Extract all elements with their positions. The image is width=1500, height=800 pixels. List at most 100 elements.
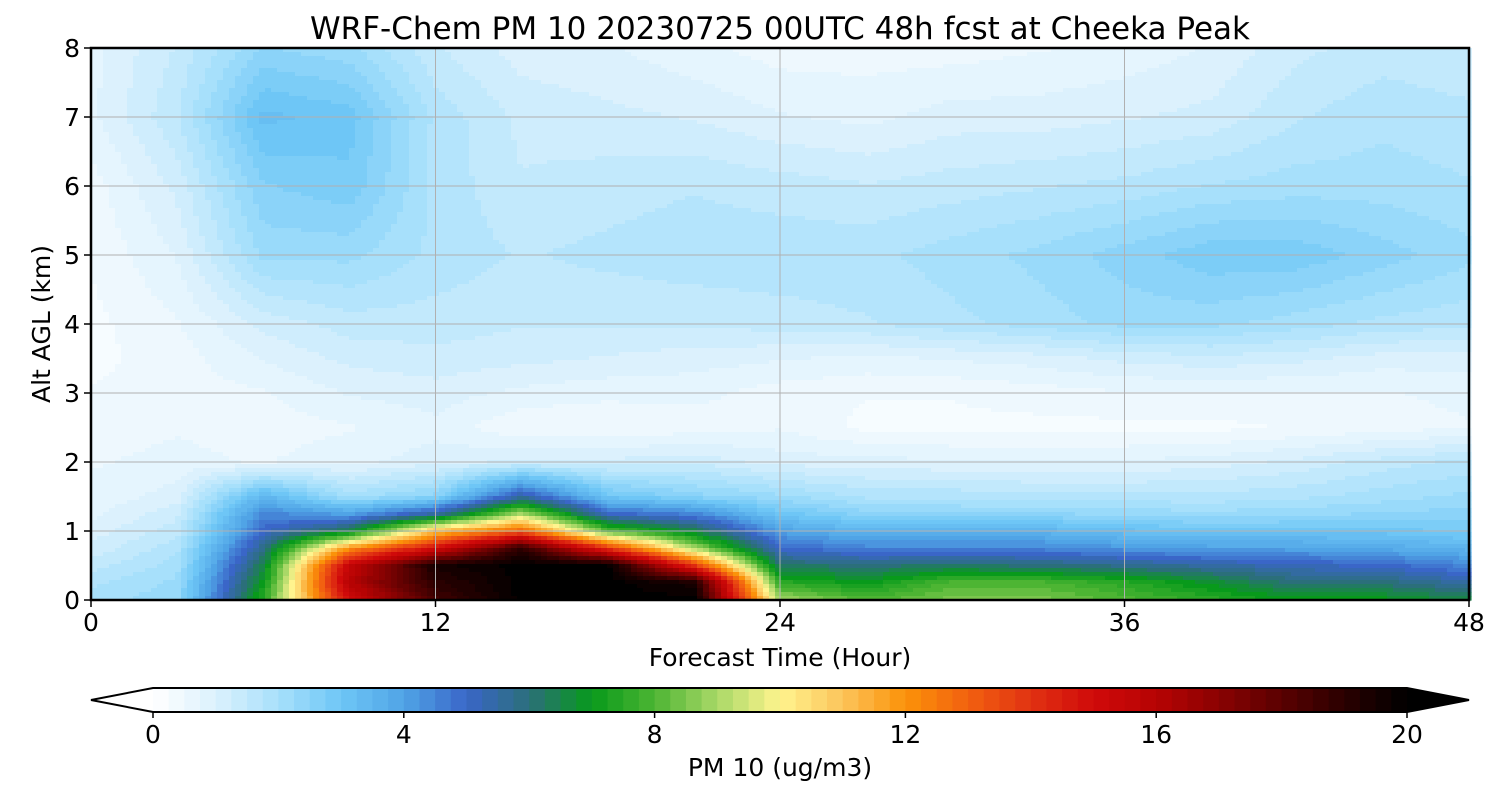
colorbar-swatch: [576, 688, 592, 712]
colorbar-swatch: [1031, 688, 1047, 712]
colorbar-tick-label: 4: [396, 720, 412, 749]
colorbar-extend-low: [91, 688, 153, 712]
y-tick-label: 7: [64, 103, 80, 132]
colorbar-swatch: [717, 688, 733, 712]
colorbar-swatch: [357, 688, 373, 712]
colorbar-swatch: [1376, 688, 1392, 712]
colorbar-swatch: [952, 688, 968, 712]
colorbar-swatch: [419, 688, 435, 712]
y-axis-ticks: 0 1 2 3 4 5 6 7 8: [64, 34, 91, 615]
colorbar-swatch: [435, 688, 451, 712]
colorbar-swatch: [890, 688, 906, 712]
y-tick-label: 6: [64, 172, 80, 201]
colorbar-swatch: [843, 688, 859, 712]
colorbar-swatch: [1297, 688, 1313, 712]
colorbar-tick-label: 20: [1391, 720, 1423, 749]
colorbar-swatch: [733, 688, 749, 712]
colorbar-swatch: [1203, 688, 1219, 712]
y-tick-label: 8: [64, 34, 80, 63]
colorbar-swatch: [467, 688, 483, 712]
colorbar-swatch: [1219, 688, 1235, 712]
colorbar: [91, 688, 1469, 712]
colorbar-swatch: [623, 688, 639, 712]
colorbar-swatch: [1235, 688, 1251, 712]
colorbar-swatch: [278, 688, 294, 712]
colorbar-swatch: [451, 688, 467, 712]
y-tick-label: 0: [64, 586, 80, 615]
y-tick-label: 1: [64, 517, 80, 546]
colorbar-swatch: [639, 688, 655, 712]
colorbar-swatch: [1250, 688, 1266, 712]
colorbar-swatch: [984, 688, 1000, 712]
colorbar-swatch: [216, 688, 232, 712]
colorbar-label: PM 10 (ug/m3): [688, 753, 872, 782]
colorbar-swatch: [153, 688, 169, 712]
colorbar-swatch: [1344, 688, 1360, 712]
pm10-figure: 0 12 24 36 48 012345678 WRF-Chem PM 10 20230…: [0, 0, 1500, 800]
colorbar-swatch: [388, 688, 404, 712]
x-tick-label: 36: [1109, 608, 1141, 637]
colorbar-swatch: [937, 688, 953, 712]
x-axis-ticks: 0 12 24 36 48: [83, 600, 1485, 637]
colorbar-swatch: [702, 688, 718, 712]
colorbar-extend-high: [1407, 688, 1469, 712]
chart-title: WRF-Chem PM 10 20230725 00UTC 48h fcst a…: [310, 11, 1250, 47]
colorbar-swatch: [200, 688, 216, 712]
colorbar-swatch: [404, 688, 420, 712]
x-tick-label: 24: [764, 608, 796, 637]
colorbar-tick-label: 0: [145, 720, 161, 749]
colorbar-swatch: [231, 688, 247, 712]
colorbar-swatch: [310, 688, 326, 712]
colorbar-swatch: [921, 688, 937, 712]
y-tick-label: 5: [64, 241, 80, 270]
y-tick-label: 3: [64, 379, 80, 408]
colorbar-swatch: [670, 688, 686, 712]
colorbar-swatch: [1156, 688, 1172, 712]
colorbar-swatch: [1046, 688, 1062, 712]
colorbar-swatch: [247, 688, 263, 712]
colorbar-ticks: 0 4 8 12 16 20: [145, 712, 1423, 749]
x-tick-label: 0: [83, 608, 99, 637]
colorbar-swatch: [780, 688, 796, 712]
y-tick-label: 4: [64, 310, 80, 339]
colorbar-swatch: [498, 688, 514, 712]
colorbar-swatch: [686, 688, 702, 712]
colorbar-tick-label: 8: [647, 720, 663, 749]
colorbar-swatch: [1172, 688, 1188, 712]
x-tick-label: 48: [1453, 608, 1485, 637]
colorbar-swatch: [1062, 688, 1078, 712]
colorbar-swatch: [325, 688, 341, 712]
x-axis-label: Forecast Time (Hour): [649, 643, 912, 672]
colorbar-swatch: [796, 688, 812, 712]
colorbar-swatch: [482, 688, 498, 712]
colorbar-swatch: [341, 688, 357, 712]
colorbar-swatch: [1188, 688, 1204, 712]
colorbar-swatch: [372, 688, 388, 712]
colorbar-swatch: [592, 688, 608, 712]
colorbar-swatch: [1078, 688, 1094, 712]
colorbar-swatch: [1141, 688, 1157, 712]
colorbar-swatch: [858, 688, 874, 712]
colorbar-swatch: [561, 688, 577, 712]
colorbar-swatch: [811, 688, 827, 712]
colorbar-swatch: [1125, 688, 1141, 712]
colorbar-swatch: [545, 688, 561, 712]
colorbar-swatch: [1109, 688, 1125, 712]
colorbar-swatch: [1094, 688, 1110, 712]
colorbar-swatch: [294, 688, 310, 712]
colorbar-swatch: [905, 688, 921, 712]
colorbar-swatch: [827, 688, 843, 712]
y-tick-label: 2: [64, 448, 80, 477]
colorbar-swatch: [999, 688, 1015, 712]
y-axis-label: Alt AGL (km): [27, 245, 56, 403]
colorbar-swatch: [968, 688, 984, 712]
colorbar-swatch: [874, 688, 890, 712]
colorbar-swatch: [529, 688, 545, 712]
colorbar-swatch: [1329, 688, 1345, 712]
colorbar-swatch: [1015, 688, 1031, 712]
colorbar-tick-label: 12: [889, 720, 921, 749]
colorbar-swatch: [608, 688, 624, 712]
colorbar-swatch: [1391, 688, 1407, 712]
colorbar-swatch: [655, 688, 671, 712]
colorbar-swatch: [764, 688, 780, 712]
